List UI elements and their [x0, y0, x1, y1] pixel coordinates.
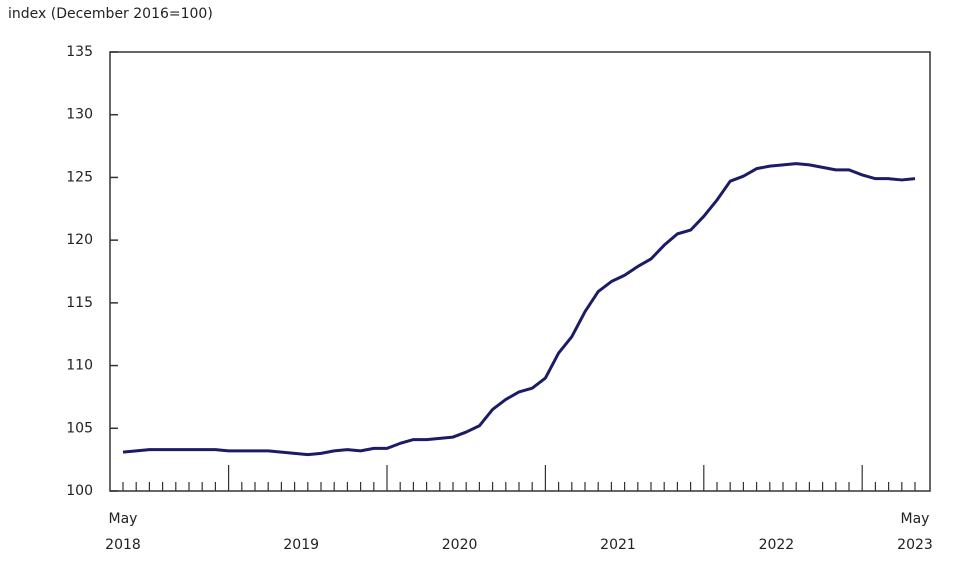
x-year-label: 2019 [283, 537, 319, 553]
line-series [122, 162, 916, 457]
y-tick-label: 115 [66, 295, 93, 311]
y-tick-label: 125 [66, 169, 93, 185]
y-tick-label: 110 [66, 358, 93, 374]
y-tick-label: 105 [66, 420, 93, 436]
y-tick-label: 120 [66, 232, 93, 248]
y-axis-label: index (December 2016=100) [8, 6, 213, 22]
x-year-label: 2021 [600, 537, 636, 553]
y-tick-label: 130 [66, 107, 93, 123]
x-year-label: 2022 [759, 537, 795, 553]
plot-frame [109, 51, 931, 492]
x-year-label: 2023 [897, 537, 933, 553]
x-tick-label: May [901, 511, 930, 527]
x-year-label: 2020 [442, 537, 478, 553]
x-year-label: 2018 [105, 537, 141, 553]
y-tick-label: 100 [66, 483, 93, 499]
x-tick-label: May [109, 511, 138, 527]
y-tick-label: 135 [66, 44, 93, 60]
